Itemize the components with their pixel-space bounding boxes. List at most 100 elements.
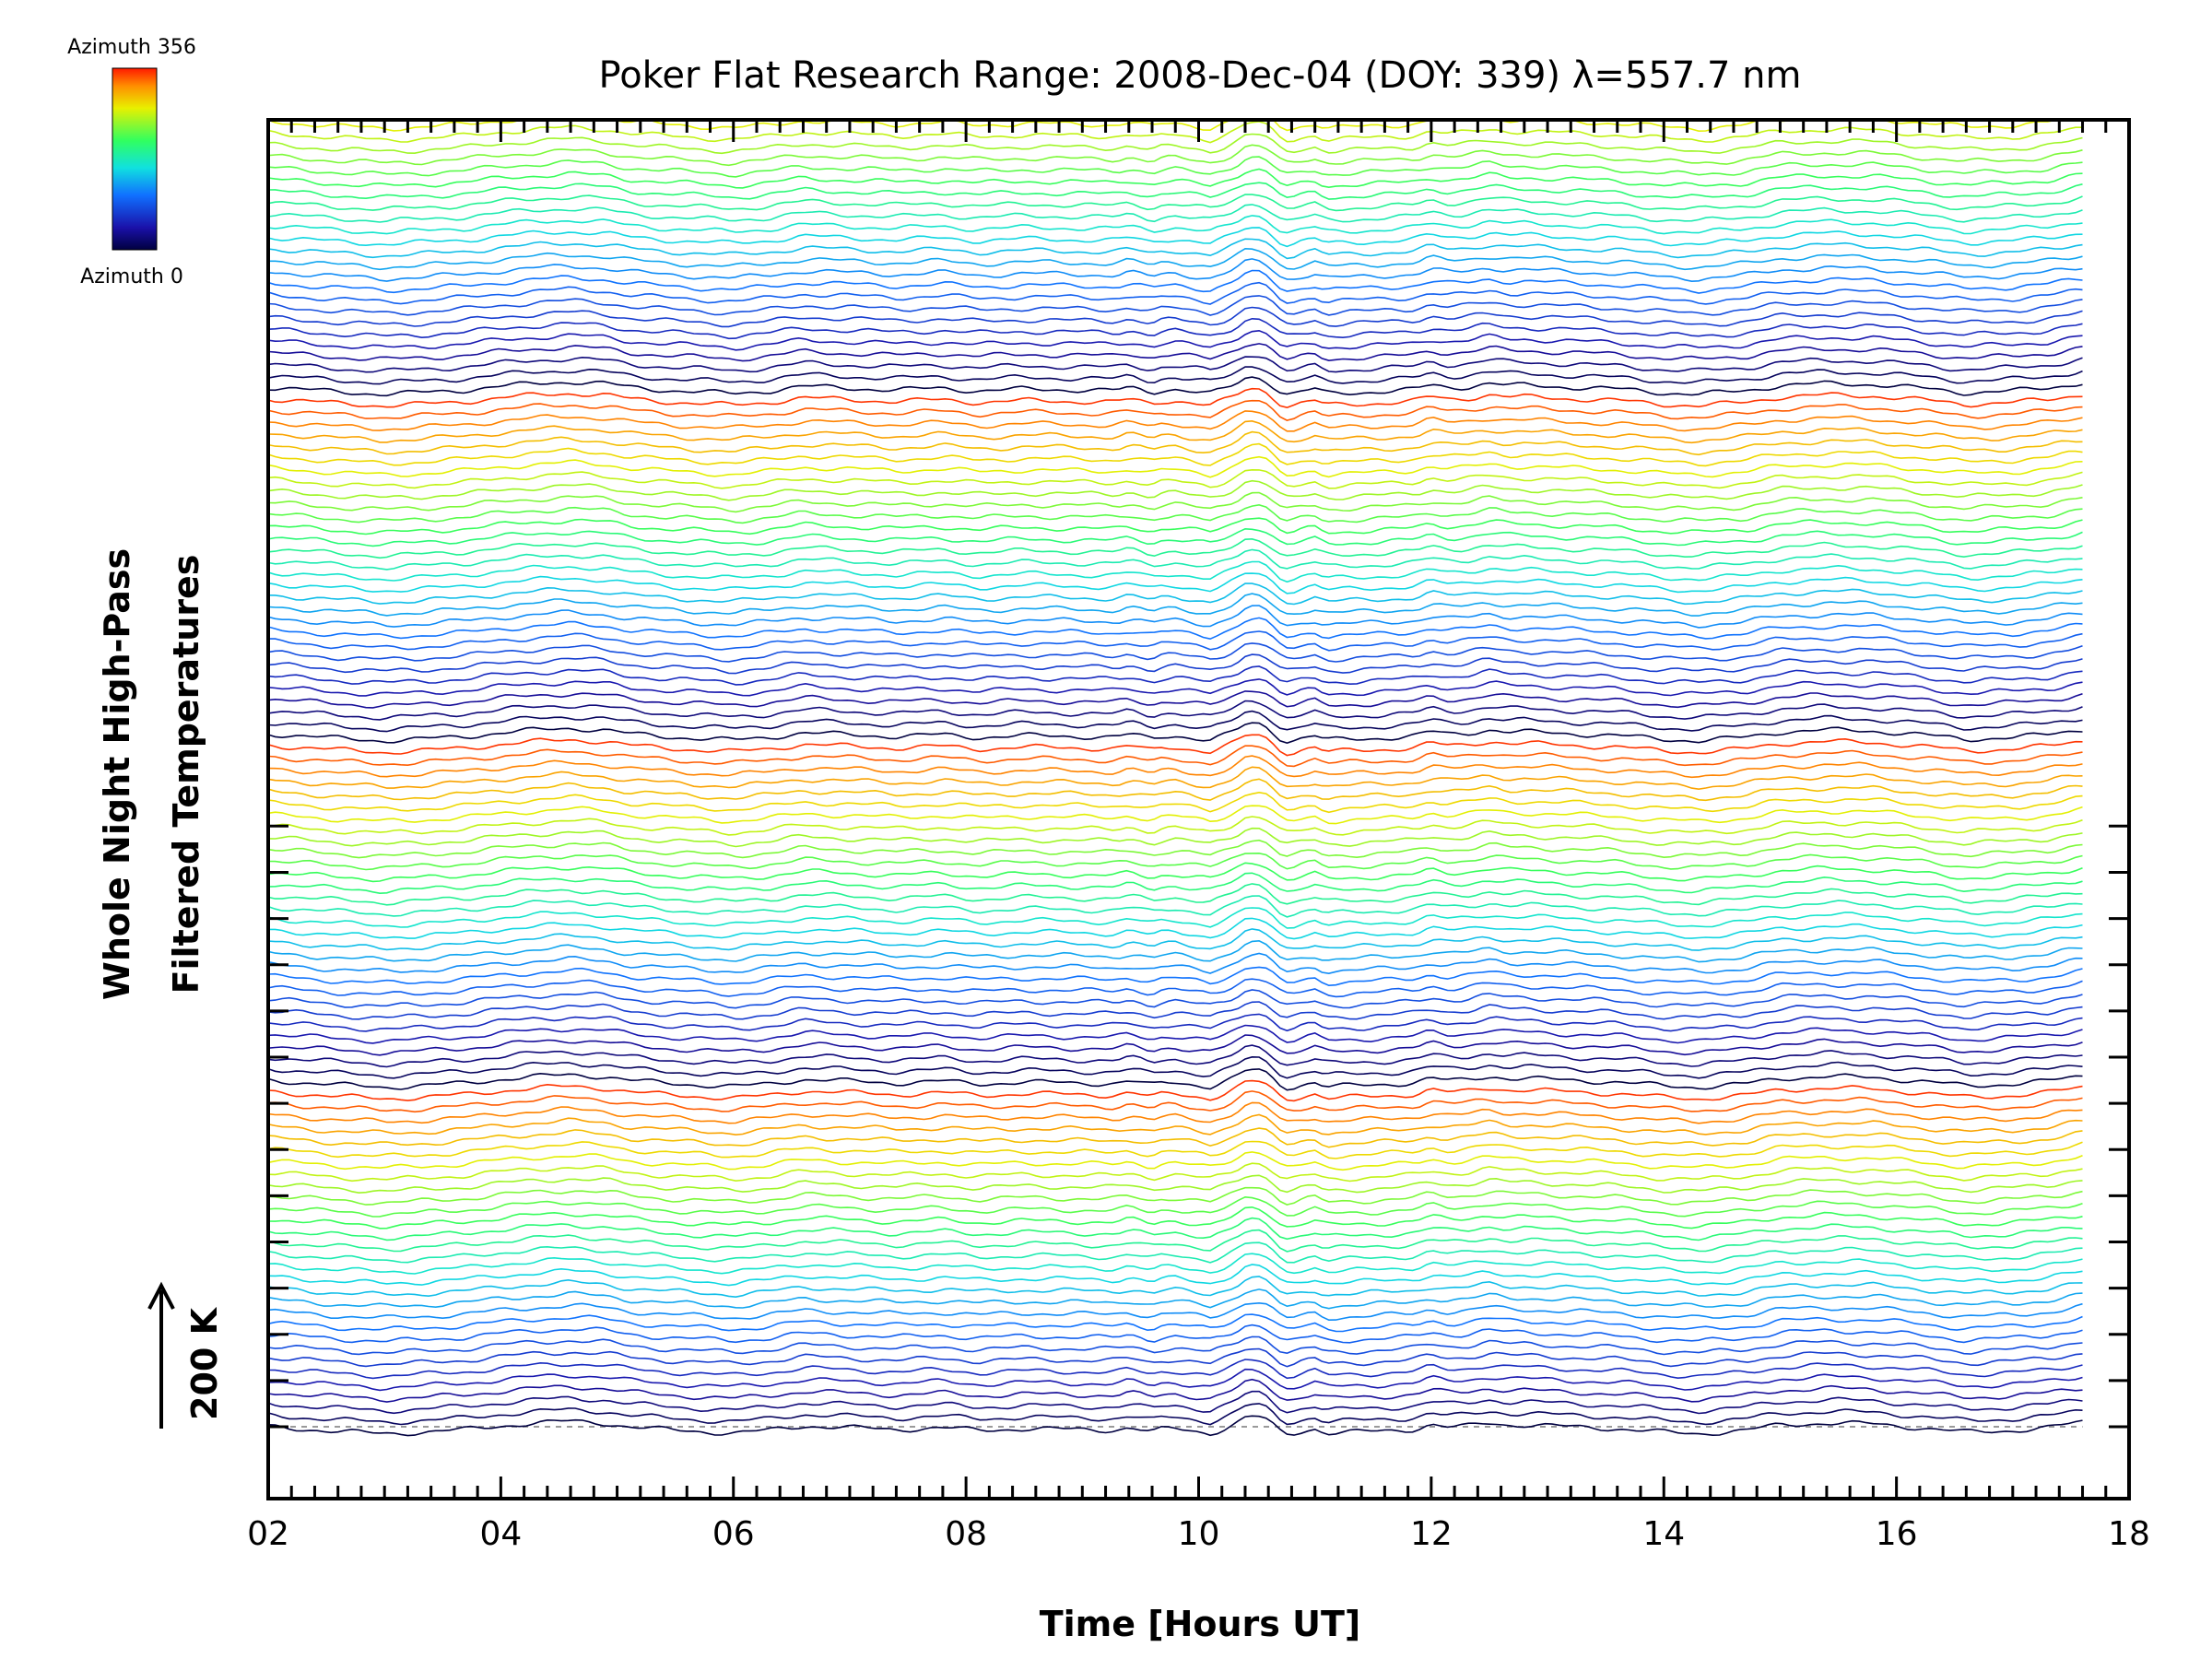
x-tick-label: 10 (1178, 1515, 1220, 1553)
series-line (268, 258, 2083, 283)
series-line (268, 1378, 2083, 1403)
series-line (268, 722, 2083, 745)
series-line (268, 168, 2083, 189)
series-line (268, 455, 2083, 478)
series-line (268, 1335, 2083, 1356)
series-line (268, 895, 2083, 918)
x-tick-label: 16 (1876, 1515, 1918, 1553)
series-line (268, 1347, 2083, 1368)
series-line (268, 410, 2083, 432)
series-line (268, 605, 2083, 629)
series-line (268, 430, 2083, 456)
series-line (268, 816, 2083, 836)
series-line (268, 1313, 2083, 1333)
series-line (268, 1044, 2083, 1068)
series-line (268, 491, 2083, 513)
series-line (268, 690, 2083, 709)
series-line (268, 1151, 2083, 1171)
series-line (268, 1206, 2083, 1230)
series-line (268, 1229, 2083, 1253)
series-line (268, 227, 2083, 248)
series-line (268, 1013, 2083, 1032)
scale-bar-label: 200 K (184, 1306, 225, 1420)
series-line (268, 442, 2083, 467)
series-line (268, 1162, 2083, 1182)
series-line (268, 766, 2083, 791)
colorbar: Azimuth 356 Azimuth 0 (67, 36, 196, 288)
series-line (268, 527, 2083, 547)
series-line (268, 917, 2083, 940)
series-line (268, 978, 2083, 998)
series-line (268, 517, 2083, 535)
series-line (268, 503, 2083, 524)
series-line (268, 387, 2083, 409)
series-line (268, 1403, 2083, 1426)
series-line (268, 204, 2083, 223)
series-line (268, 617, 2083, 641)
series-line (268, 1241, 2083, 1264)
series-line (268, 419, 2083, 444)
scale-bar: 200 K (147, 1281, 225, 1429)
series-line (268, 582, 2083, 606)
series-line (268, 1127, 2083, 1148)
series-line (268, 356, 2083, 373)
colorbar-gradient (112, 67, 158, 251)
series-line (268, 778, 2083, 802)
series-line (268, 182, 2083, 200)
series-line (268, 1024, 2083, 1044)
series-line (268, 665, 2083, 686)
y-axis-label-line1: Whole Night High-Pass (97, 548, 137, 1000)
colorbar-top-label: Azimuth 356 (67, 36, 196, 59)
series-line (268, 548, 2083, 571)
series-line (268, 468, 2083, 489)
series-line (268, 329, 2083, 351)
series-line (268, 872, 2083, 895)
x-tick-label: 08 (945, 1515, 987, 1553)
colorbar-bottom-label: Azimuth 0 (80, 265, 183, 288)
series-lines (268, 120, 2083, 1437)
series-line (268, 805, 2083, 825)
series-line (268, 306, 2083, 328)
series-line (268, 1113, 2083, 1136)
series-line (268, 1301, 2083, 1322)
series-line (268, 269, 2083, 294)
series-line (268, 1079, 2083, 1102)
series-line (268, 366, 2083, 385)
x-tick-label: 12 (1410, 1515, 1453, 1553)
series-line (268, 734, 2083, 757)
series-line (268, 572, 2083, 594)
series-line (268, 593, 2083, 617)
series-line (268, 700, 2083, 721)
series-line (268, 710, 2083, 733)
series-line (268, 156, 2083, 178)
series-line (268, 1359, 2083, 1380)
series-line (268, 883, 2083, 906)
chart-title: Poker Flat Research Range: 2008-Dec-04 (… (599, 54, 1802, 97)
series-line (268, 1101, 2083, 1124)
y-axis-label-line2: Filtered Temperatures (166, 555, 206, 994)
series-line (268, 1276, 2083, 1299)
series-line (268, 1288, 2083, 1310)
series-line (268, 907, 2083, 929)
x-axis-ticks: 02 04 06 08 10 12 14 16 18 (247, 120, 2150, 1553)
series-line (268, 1174, 2083, 1194)
series-line (268, 1140, 2083, 1159)
series-line (268, 343, 2083, 362)
scale-bar-arrow-head (147, 1281, 175, 1310)
series-line (268, 1390, 2083, 1415)
series-line (268, 1034, 2083, 1056)
series-line (268, 1090, 2083, 1113)
series-line (268, 1186, 2083, 1206)
series-line (268, 1253, 2083, 1275)
series-line (268, 745, 2083, 768)
series-line (268, 144, 2083, 167)
series-line (268, 630, 2083, 652)
series-line (268, 1324, 2083, 1344)
y-axis-ticks (268, 824, 2129, 1429)
series-line (268, 862, 2083, 883)
x-axis-label: Time [Hours UT] (1040, 1604, 1361, 1644)
series-line (268, 755, 2083, 779)
series-line (268, 194, 2083, 212)
x-tick-label: 06 (712, 1515, 755, 1553)
